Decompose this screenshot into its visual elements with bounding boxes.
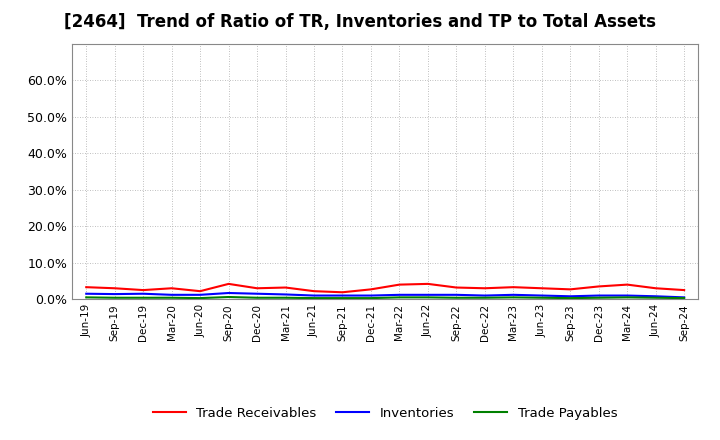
Inventories <box>139 291 148 297</box>
Inventories <box>680 295 688 300</box>
Inventories <box>282 292 290 297</box>
Inventories <box>566 293 575 299</box>
Trade Receivables <box>566 287 575 292</box>
Inventories <box>310 293 318 298</box>
Legend: Trade Receivables, Inventories, Trade Payables: Trade Receivables, Inventories, Trade Pa… <box>148 402 623 425</box>
Trade Payables <box>139 295 148 301</box>
Inventories <box>110 291 119 297</box>
Trade Payables <box>196 296 204 301</box>
Text: [2464]  Trend of Ratio of TR, Inventories and TP to Total Assets: [2464] Trend of Ratio of TR, Inventories… <box>64 13 656 31</box>
Trade Payables <box>253 295 261 301</box>
Trade Payables <box>423 295 432 300</box>
Trade Receivables <box>509 285 518 290</box>
Inventories <box>480 293 489 298</box>
Trade Payables <box>82 295 91 300</box>
Trade Receivables <box>452 285 461 290</box>
Trade Payables <box>225 294 233 300</box>
Trade Payables <box>652 295 660 301</box>
Trade Payables <box>395 295 404 300</box>
Inventories <box>395 292 404 297</box>
Trade Payables <box>310 296 318 301</box>
Trade Receivables <box>225 281 233 286</box>
Inventories <box>423 292 432 297</box>
Trade Receivables <box>282 285 290 290</box>
Trade Receivables <box>595 284 603 289</box>
Trade Receivables <box>537 286 546 291</box>
Line: Trade Receivables: Trade Receivables <box>86 284 684 292</box>
Trade Payables <box>680 296 688 301</box>
Trade Receivables <box>253 286 261 291</box>
Trade Receivables <box>680 287 688 293</box>
Inventories <box>225 290 233 296</box>
Trade Payables <box>452 295 461 301</box>
Trade Payables <box>282 295 290 301</box>
Inventories <box>82 291 91 297</box>
Inventories <box>595 293 603 298</box>
Trade Receivables <box>139 287 148 293</box>
Trade Receivables <box>82 285 91 290</box>
Trade Payables <box>509 295 518 300</box>
Trade Receivables <box>310 289 318 294</box>
Trade Payables <box>537 295 546 301</box>
Line: Inventories: Inventories <box>86 293 684 297</box>
Trade Payables <box>338 296 347 301</box>
Trade Receivables <box>623 282 631 287</box>
Inventories <box>509 292 518 297</box>
Trade Receivables <box>110 286 119 291</box>
Trade Receivables <box>480 286 489 291</box>
Line: Trade Payables: Trade Payables <box>86 297 684 298</box>
Trade Receivables <box>423 281 432 286</box>
Inventories <box>623 293 631 298</box>
Trade Receivables <box>395 282 404 287</box>
Inventories <box>196 292 204 297</box>
Inventories <box>167 292 176 297</box>
Trade Receivables <box>652 286 660 291</box>
Inventories <box>652 293 660 299</box>
Inventories <box>537 293 546 298</box>
Trade Payables <box>623 295 631 300</box>
Inventories <box>366 293 375 298</box>
Trade Payables <box>566 296 575 301</box>
Trade Receivables <box>338 290 347 295</box>
Trade Receivables <box>366 287 375 292</box>
Trade Payables <box>480 295 489 301</box>
Trade Payables <box>595 295 603 301</box>
Inventories <box>338 293 347 298</box>
Inventories <box>452 292 461 297</box>
Inventories <box>253 291 261 297</box>
Trade Payables <box>167 295 176 301</box>
Trade Payables <box>110 295 119 301</box>
Trade Payables <box>366 296 375 301</box>
Trade Receivables <box>167 286 176 291</box>
Trade Receivables <box>196 289 204 294</box>
